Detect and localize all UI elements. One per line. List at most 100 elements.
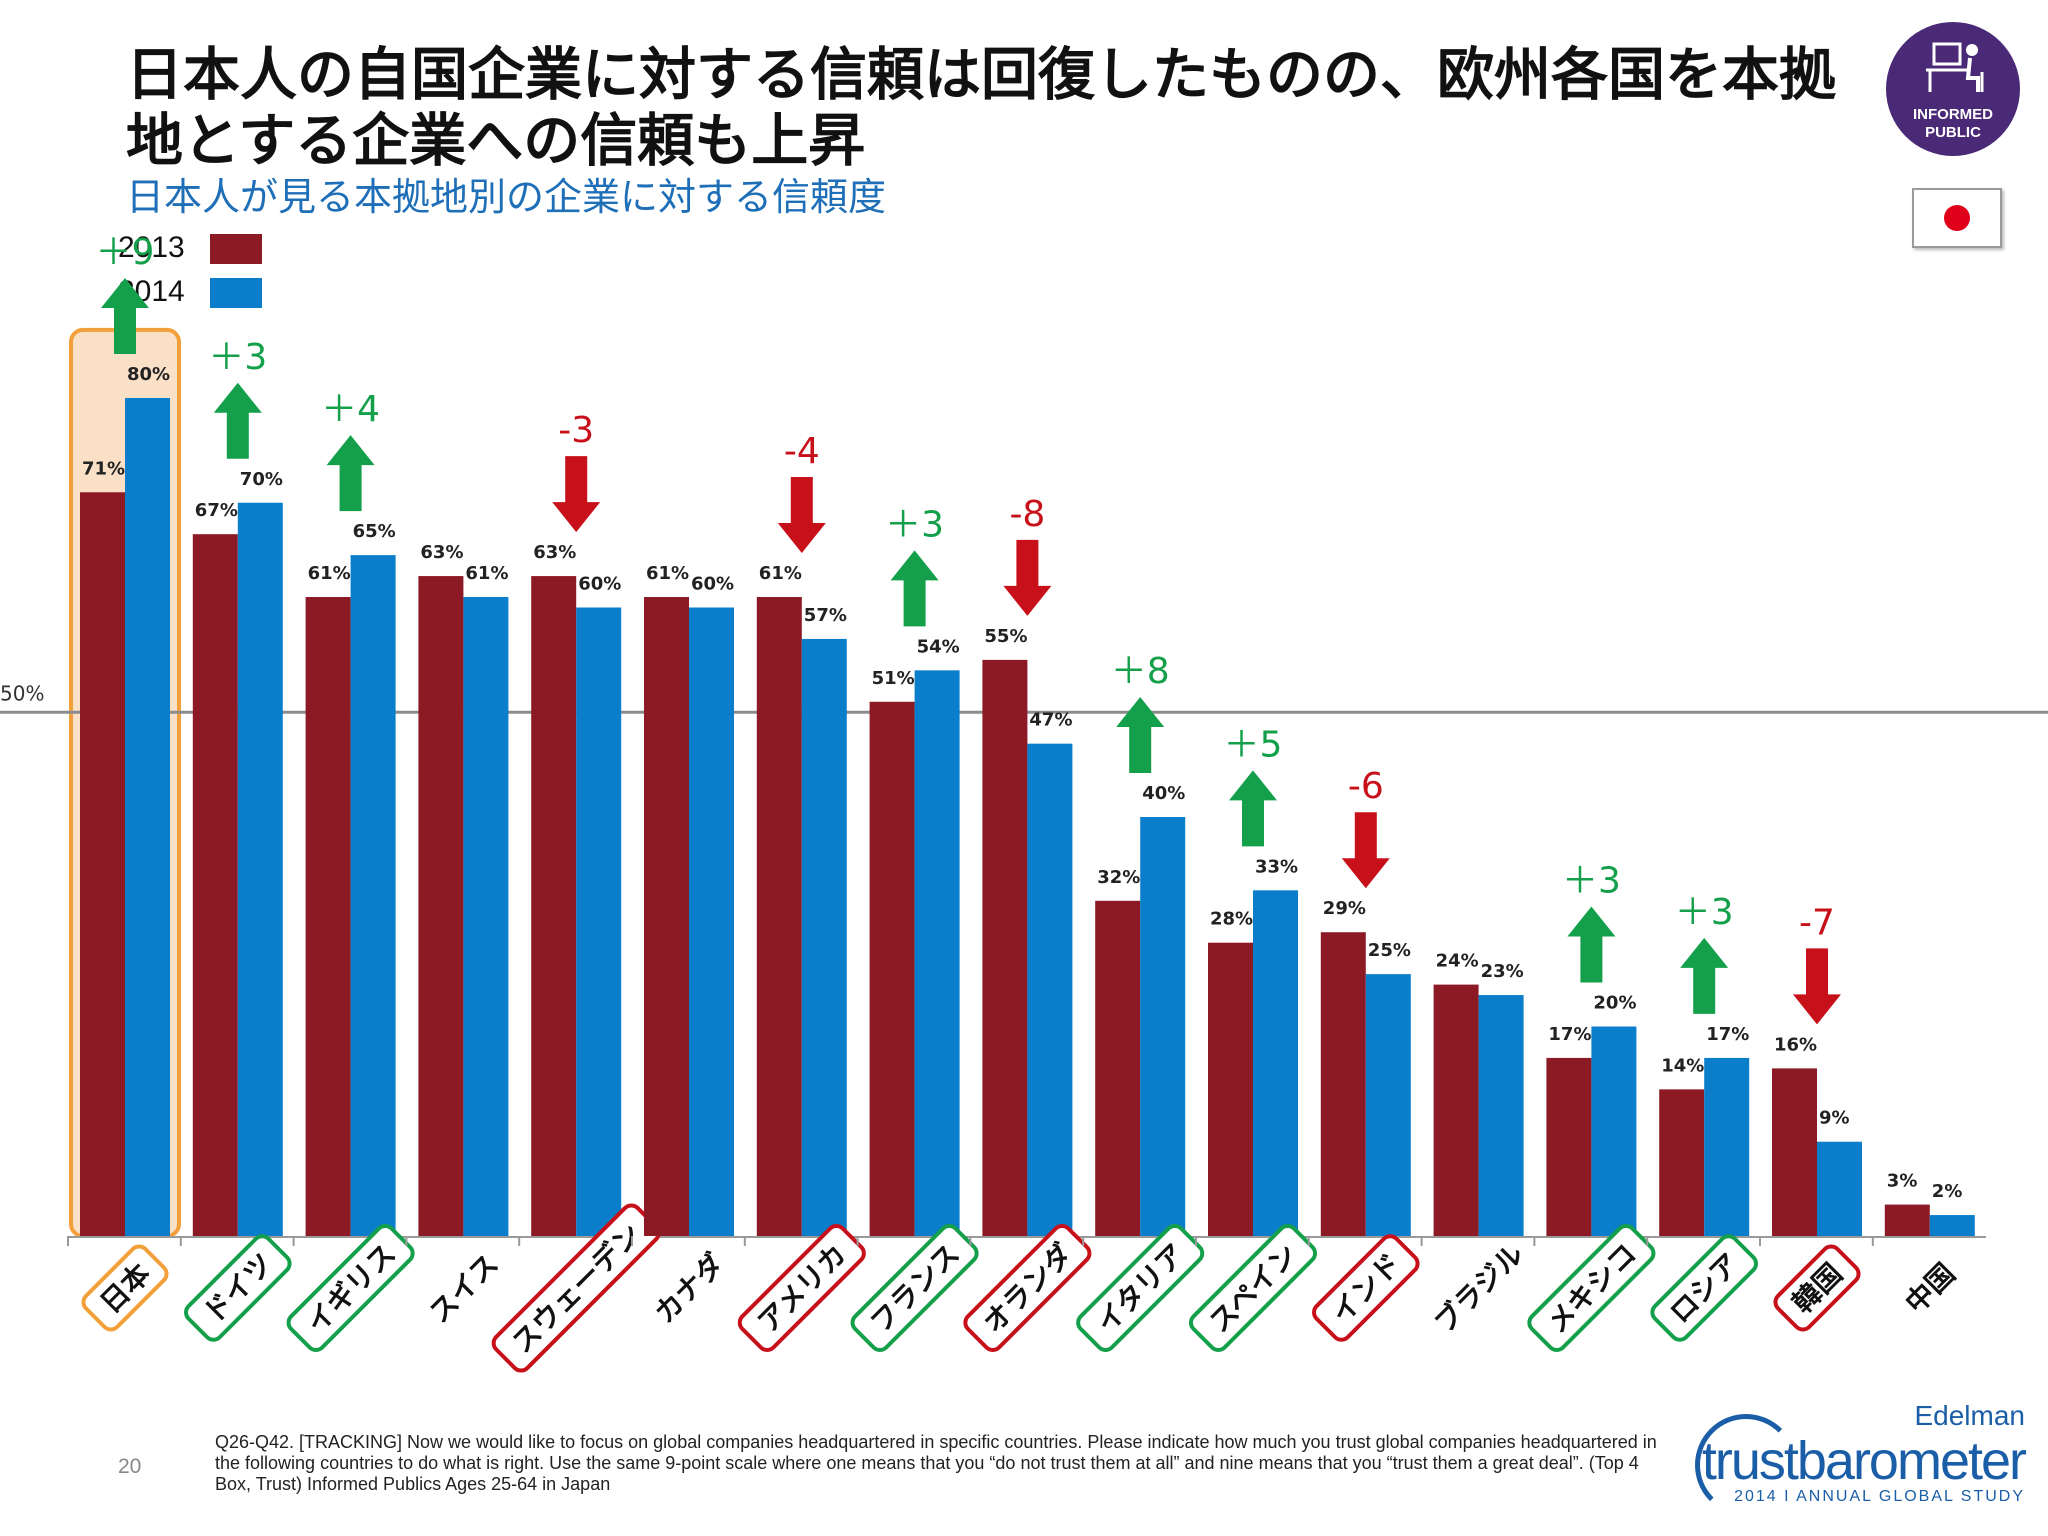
data-label-2013: 63% bbox=[533, 542, 576, 563]
bar-2013 bbox=[80, 492, 125, 1236]
person-at-desk-icon bbox=[1926, 42, 1984, 92]
category-label-frame bbox=[1527, 1223, 1656, 1353]
arrow-up-icon bbox=[101, 278, 149, 354]
data-label-2013: 24% bbox=[1436, 951, 1479, 972]
change-label: ＋3 bbox=[1562, 861, 1621, 902]
category-label: オランダ bbox=[976, 1237, 1079, 1340]
brand-trustbarometer: trustbarometer bbox=[1701, 1431, 2027, 1491]
bar-2013 bbox=[418, 576, 464, 1236]
data-label-2014: 17% bbox=[1706, 1024, 1749, 1045]
legend-swatch-2013 bbox=[210, 234, 262, 264]
bar-2013 bbox=[531, 576, 577, 1236]
page-number: 20 bbox=[118, 1455, 142, 1478]
data-label-2013: 28% bbox=[1210, 909, 1253, 930]
change-label: ＋5 bbox=[1224, 724, 1283, 765]
bar-2014 bbox=[1929, 1215, 1975, 1236]
arrow-up-icon bbox=[326, 435, 375, 512]
category-label-frame bbox=[1076, 1223, 1205, 1353]
bar-2014 bbox=[237, 502, 283, 1236]
bar-2014 bbox=[1027, 743, 1073, 1236]
bar-2013 bbox=[1546, 1057, 1592, 1236]
data-label-2014: 40% bbox=[1142, 783, 1185, 804]
category-label-group: アメリカ bbox=[737, 1223, 866, 1353]
category-label-group: ロシア bbox=[1650, 1234, 1758, 1342]
data-label-2014: 23% bbox=[1481, 961, 1524, 982]
category-label: カナダ bbox=[648, 1247, 731, 1330]
informed-public-badge: INFORMED PUBLIC bbox=[1886, 22, 2020, 156]
change-label: ＋4 bbox=[321, 389, 380, 430]
data-label-2014: 60% bbox=[691, 574, 734, 595]
bar-2013 bbox=[756, 597, 802, 1236]
data-label-2014: 47% bbox=[1029, 710, 1072, 731]
data-label-2014: 9% bbox=[1819, 1108, 1850, 1129]
arrow-down-icon bbox=[552, 456, 601, 533]
change-label: ＋8 bbox=[1111, 651, 1170, 692]
change-label: ＋3 bbox=[1675, 892, 1734, 933]
change-label: -8 bbox=[1009, 494, 1045, 535]
bar-2014 bbox=[1704, 1057, 1750, 1236]
category-label-group: フランス bbox=[850, 1223, 979, 1353]
arrow-up-icon bbox=[1116, 697, 1165, 773]
category-label-group: イタリア bbox=[1076, 1223, 1205, 1353]
bar-2013 bbox=[644, 597, 689, 1236]
page-title: 日本人の自国企業に対する信頼は回復したものの、欧州各国を本拠地とする企業への信頼… bbox=[126, 42, 1836, 174]
data-label-2013: 51% bbox=[872, 668, 915, 689]
category-label-frame bbox=[81, 1244, 169, 1332]
change-label: -3 bbox=[558, 410, 594, 451]
category-label: イギリス bbox=[300, 1237, 403, 1340]
japan-flag-icon bbox=[1912, 188, 2002, 248]
data-label-2013: 71% bbox=[82, 458, 125, 479]
data-label-2013: 14% bbox=[1661, 1055, 1704, 1076]
category-label-group: イギリス bbox=[286, 1223, 415, 1353]
bar-2014 bbox=[1253, 890, 1298, 1236]
category-label-frame bbox=[1188, 1223, 1318, 1353]
bar-2014 bbox=[801, 638, 847, 1236]
arrow-down-icon bbox=[1003, 539, 1052, 616]
category-label-group: スペイン bbox=[1188, 1223, 1318, 1353]
category-label-frame bbox=[850, 1223, 979, 1353]
brand-edelman: Edelman bbox=[1914, 1400, 2025, 1431]
data-label-2014: 20% bbox=[1593, 993, 1636, 1014]
category-label-frame bbox=[1773, 1244, 1861, 1332]
category-label-group: インド bbox=[1312, 1234, 1420, 1342]
arrow-up-icon bbox=[1229, 770, 1277, 847]
bar-2013 bbox=[1433, 984, 1479, 1236]
data-label-2013: 61% bbox=[646, 563, 689, 584]
change-label: ＋9 bbox=[96, 232, 155, 273]
arrow-down-icon bbox=[1793, 948, 1841, 1025]
category-label-group: カナダ bbox=[648, 1247, 731, 1330]
category-label-group: 韓国 bbox=[1773, 1244, 1861, 1332]
bar-2013 bbox=[1095, 900, 1141, 1236]
category-label-frame bbox=[184, 1234, 292, 1342]
category-label: メキシコ bbox=[1540, 1237, 1643, 1340]
arrow-up-icon bbox=[890, 550, 939, 627]
category-label: スペイン bbox=[1203, 1238, 1304, 1339]
data-label-2014: 61% bbox=[465, 563, 508, 584]
bar-2013 bbox=[1772, 1068, 1817, 1236]
data-label-2014: 65% bbox=[353, 521, 396, 542]
bar-2013 bbox=[192, 534, 238, 1236]
logo-swoosh-icon bbox=[1695, 1414, 1797, 1516]
data-label-2013: 61% bbox=[308, 563, 351, 584]
badge-text: INFORMED PUBLIC bbox=[1913, 106, 1993, 141]
arrow-up-icon bbox=[1567, 906, 1616, 983]
bar-2013 bbox=[1659, 1089, 1705, 1236]
legend-label-2013: 2013 bbox=[118, 231, 185, 264]
bar-2013 bbox=[869, 701, 915, 1236]
page-subtitle: 日本人が見る本拠地別の企業に対する信頼度 bbox=[126, 175, 887, 219]
brand-subtitle: 2014 I ANNUAL GLOBAL STUDY bbox=[1734, 1488, 2025, 1505]
data-label-2014: 60% bbox=[578, 574, 621, 595]
change-label: -6 bbox=[1348, 766, 1384, 807]
category-label-group: ドイツ bbox=[184, 1234, 292, 1342]
category-label-group: スイス bbox=[423, 1247, 505, 1329]
edelman-trustbarometer-logo: Edelman trustbarometer 2014 I ANNUAL GLO… bbox=[1695, 1400, 2027, 1516]
data-label-2014: 70% bbox=[240, 469, 283, 490]
bar-2014 bbox=[350, 555, 396, 1236]
category-label-frame bbox=[963, 1223, 1092, 1353]
bar-2014 bbox=[1591, 1026, 1637, 1236]
data-label-2014: 2% bbox=[1932, 1181, 1963, 1202]
category-label-frame bbox=[286, 1223, 415, 1353]
category-label-group: 日本 bbox=[81, 1244, 169, 1332]
data-label-2014: 33% bbox=[1255, 856, 1298, 877]
data-label-2013: 67% bbox=[195, 500, 238, 521]
